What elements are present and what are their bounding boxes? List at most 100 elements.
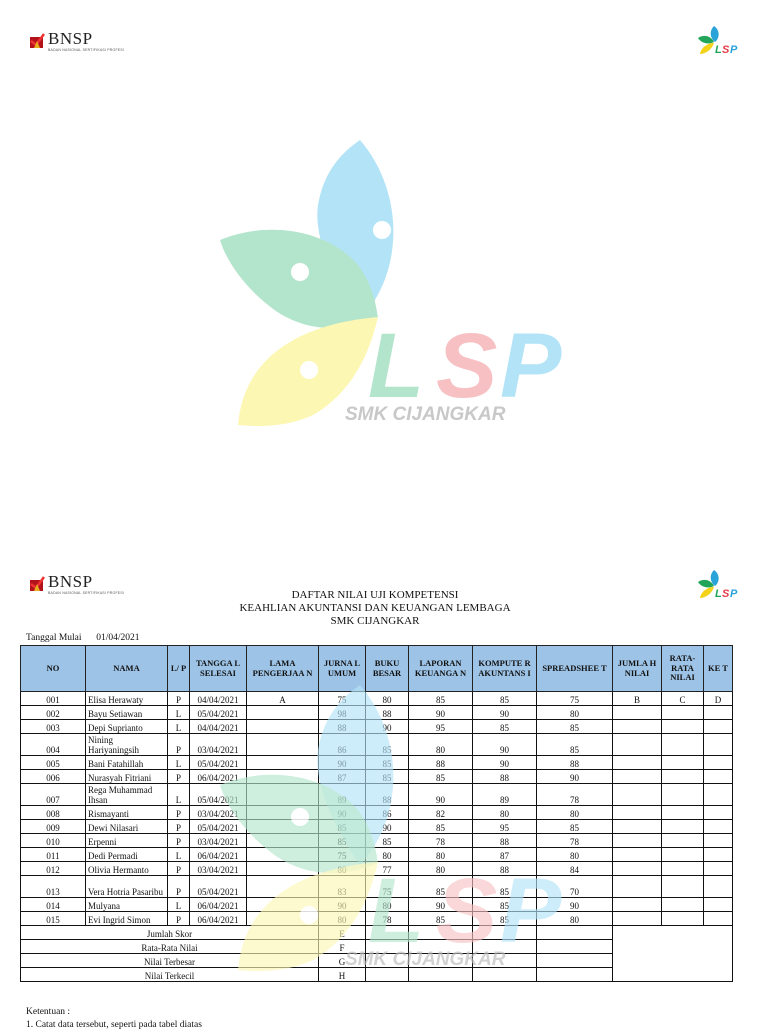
cell-spreadsheet: 78 — [536, 833, 613, 848]
cell-laporan: 85 — [408, 819, 473, 834]
col-header-buku: BUKU BESAR — [365, 645, 409, 692]
cell-jurnal: 85 — [318, 819, 366, 834]
cell-jumlah — [612, 705, 662, 720]
cell-rata — [661, 705, 704, 720]
cell-ket — [703, 705, 733, 720]
cell-nama: Elisa Herawaty — [85, 691, 168, 706]
cell-no: 012 — [20, 861, 86, 876]
cell-buku: 88 — [365, 783, 409, 806]
summary-empty-cell — [472, 967, 537, 982]
summary-empty-cell — [536, 953, 613, 968]
bnsp-logo-page2: BNSP BADAN NASIONAL SERTIFIKASI PROFESI — [28, 573, 124, 595]
cell-laporan: 80 — [408, 861, 473, 876]
cell-lp: L — [167, 897, 190, 912]
cell-spreadsheet: 84 — [536, 861, 613, 876]
lsp-logo-small-page2: L S P — [696, 568, 744, 602]
cell-jurnal: 83 — [318, 875, 366, 898]
cell-jumlah — [612, 719, 662, 734]
cell-nama: Bayu Setiawan — [85, 705, 168, 720]
cell-komputer: 88 — [472, 833, 537, 848]
summary-label: Nilai Terbesar — [20, 953, 319, 968]
cell-rata — [661, 861, 704, 876]
summary-empty-cell — [408, 925, 473, 940]
summary-empty-cell — [536, 925, 613, 940]
col-header-laporan: LAPORAN KEUANGA N — [408, 645, 473, 692]
cell-spreadsheet: 80 — [536, 805, 613, 820]
cell-buku: 80 — [365, 847, 409, 862]
cell-rata — [661, 733, 704, 756]
start-date-label: Tanggal Mulai — [26, 633, 82, 643]
cell-no: 009 — [20, 819, 86, 834]
summary-empty-cell — [365, 939, 409, 954]
table-row: 007 Rega Muhammad Ihsan L 05/04/2021 89 88 90 8… — [20, 783, 733, 806]
col-header-jumlah: JUMLA H NILAI — [612, 645, 662, 692]
cell-buku: 88 — [365, 705, 409, 720]
cell-rata — [661, 769, 704, 784]
cell-jurnal: 98 — [318, 705, 366, 720]
cell-spreadsheet: 80 — [536, 911, 613, 926]
table-row: 001 Elisa Herawaty P 04/04/2021 A 75 80 85 85 75 B… — [20, 691, 733, 706]
cell-laporan: 85 — [408, 691, 473, 706]
svg-text:L: L — [715, 588, 722, 600]
cell-laporan: 80 — [408, 847, 473, 862]
cell-lama — [246, 819, 319, 834]
cell-no: 013 — [20, 875, 86, 898]
summary-empty-cell — [408, 939, 473, 954]
cell-komputer: 85 — [472, 719, 537, 734]
cell-lp: P — [167, 733, 190, 756]
summary-value: F — [318, 939, 366, 954]
cell-rata — [661, 783, 704, 806]
cell-no: 011 — [20, 847, 86, 862]
cell-ket — [703, 733, 733, 756]
cell-jurnal: 90 — [318, 805, 366, 820]
notes-title: Ketentuan : — [26, 1007, 71, 1017]
cell-nama: Rismayanti — [85, 805, 168, 820]
table-row: 010 Erpenni P 03/04/2021 85 85 78 88 78 — [20, 833, 733, 848]
cell-jurnal: 80 — [318, 861, 366, 876]
summary-empty-cell — [408, 967, 473, 982]
table-row: 008 Rismayanti P 03/04/2021 90 86 82 80 80 — [20, 805, 733, 820]
cell-tanggal: 05/04/2021 — [189, 783, 247, 806]
table-row: 011 Dedi Permadi L 06/04/2021 75 80 80 87 80 — [20, 847, 733, 862]
col-header-ket: KE T — [703, 645, 733, 692]
table-row: 015 Evi Ingrid Simon P 06/04/2021 80 78 85 85 80 — [20, 911, 733, 926]
cell-lama — [246, 847, 319, 862]
cell-ket — [703, 783, 733, 806]
cell-rata — [661, 897, 704, 912]
cell-ket — [703, 833, 733, 848]
summary-value: G — [318, 953, 366, 968]
cell-spreadsheet: 85 — [536, 733, 613, 756]
lsp-logo-small: L S P — [696, 24, 744, 58]
summary-empty-cell — [472, 953, 537, 968]
scores-table: NO NAMA L/ P TANGGA L SELESAI LAMA PENGE… — [20, 645, 733, 982]
cell-ket — [703, 769, 733, 784]
cell-jumlah — [612, 733, 662, 756]
cell-lp: L — [167, 705, 190, 720]
cell-lp: L — [167, 755, 190, 770]
cell-no: 001 — [20, 691, 86, 706]
cell-komputer: 88 — [472, 861, 537, 876]
cell-spreadsheet: 85 — [536, 719, 613, 734]
bnsp-name: BNSP — [48, 29, 93, 48]
summary-row: Jumlah Skor E — [20, 925, 733, 982]
cell-laporan: 85 — [408, 875, 473, 898]
cell-lama — [246, 833, 319, 848]
col-header-spreadsheet: SPREADSHEE T — [536, 645, 613, 692]
bnsp-subtitle: BADAN NASIONAL SERTIFIKASI PROFESI — [48, 48, 125, 52]
document-title: DAFTAR NILAI UJI KOMPETENSI KEAHLIAN AKU… — [200, 589, 550, 628]
cell-komputer: 85 — [472, 897, 537, 912]
cell-nama: Dedi Permadi — [85, 847, 168, 862]
cell-no: 014 — [20, 897, 86, 912]
cell-komputer: 87 — [472, 847, 537, 862]
svg-text:P: P — [730, 44, 738, 56]
cell-laporan: 85 — [408, 911, 473, 926]
bnsp-logo: BNSP BADAN NASIONAL SERTIFIKASI PROFESI — [28, 30, 124, 52]
cell-jumlah — [612, 911, 662, 926]
cell-ket — [703, 819, 733, 834]
cell-tanggal: 06/04/2021 — [189, 911, 247, 926]
cell-jumlah — [612, 755, 662, 770]
cell-jurnal: 89 — [318, 783, 366, 806]
cell-lama — [246, 897, 319, 912]
notes-item-1: 1. Catat data tersebut, seperti pada tab… — [26, 1020, 202, 1030]
cell-buku: 85 — [365, 755, 409, 770]
